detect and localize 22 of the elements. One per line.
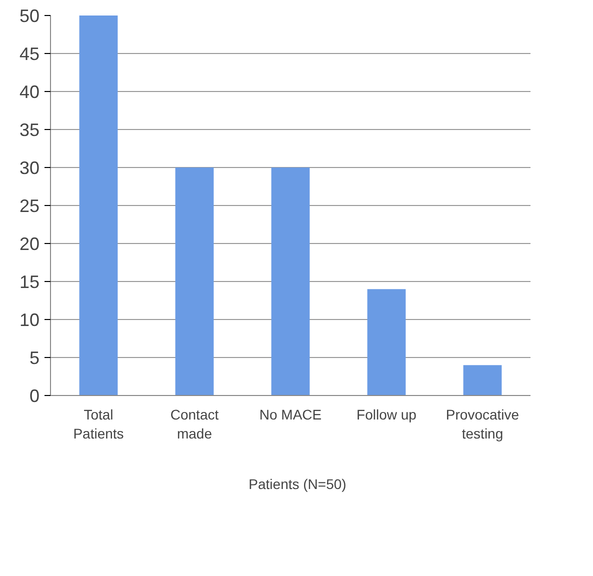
bar — [271, 168, 310, 396]
y-tick-label: 45 — [19, 44, 40, 64]
bar — [367, 289, 406, 396]
x-tick-label: No MACE — [259, 406, 322, 422]
bar — [79, 16, 118, 396]
y-tick-label: 25 — [19, 196, 40, 216]
bar — [463, 365, 502, 396]
y-tick-label: 40 — [19, 82, 40, 102]
x-tick-label: Total Patients — [73, 406, 124, 442]
y-tick-label: 10 — [19, 310, 40, 330]
x-tick-label: Contact made — [170, 406, 219, 442]
text: Patients (N=50) — [248, 476, 346, 492]
x-tick-label: Follow up — [356, 406, 417, 422]
y-tick-label: 35 — [19, 120, 40, 140]
y-tick-label: 5 — [29, 348, 40, 368]
bar — [175, 168, 214, 396]
y-tick-label: 20 — [19, 234, 40, 254]
y-tick-label: 50 — [19, 6, 40, 26]
y-tick-label: 0 — [29, 386, 40, 406]
y-tick-label: 30 — [19, 158, 40, 178]
y-tick-label: 15 — [19, 272, 40, 292]
x-tick-label: Provocative testing — [446, 406, 520, 442]
